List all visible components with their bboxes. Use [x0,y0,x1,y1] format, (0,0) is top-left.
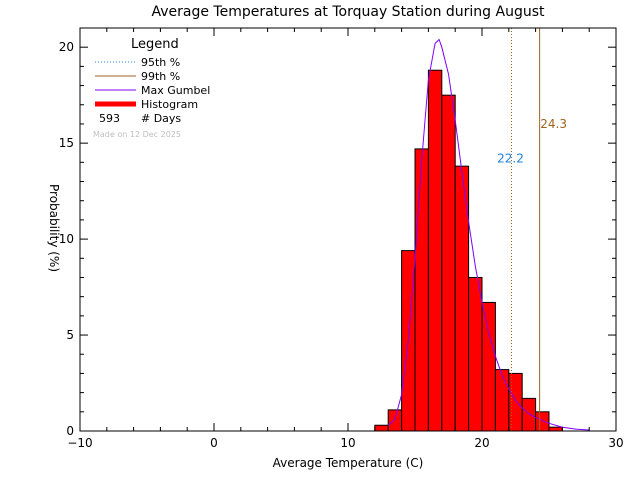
x-axis-label: Average Temperature (C) [273,456,424,470]
y-tick-label: 0 [66,424,74,438]
gumbel-curve-group [387,38,590,431]
y-axis-label: Probability (%) [47,184,61,272]
histogram-bar [441,94,456,432]
percentile-95-value: 22.2 [497,151,524,165]
y-tick-label: 20 [59,40,74,54]
percentile-99-value: 24.3 [540,117,567,131]
histogram-bar [468,276,483,432]
x-tick-label: 30 [608,436,623,450]
x-tick-label: 20 [474,436,489,450]
x-tick-label: 10 [340,436,355,450]
gumbel-curve [387,38,590,431]
histogram-bar [548,426,563,432]
histogram-bar [494,369,510,432]
histogram-bar [535,411,550,432]
legend-days-count: 593 [99,112,120,125]
legend: Legend 95th % 99th % Max Gumbel Histogra… [93,37,210,139]
histogram-bar [508,372,523,432]
footnote-made-on: Made on 12 Dec 2025 [93,130,181,139]
y-tick-label: 15 [59,136,74,150]
legend-95-label: 95th % [141,56,180,69]
histogram-bar [374,424,389,432]
chart-title: Average Temperatures at Torquay Station … [151,4,545,20]
x-tick-label: −10 [67,436,92,450]
percentile-lines: 22.2 24.3 [497,28,567,431]
histogram-bar [481,301,496,432]
legend-days-label: # Days [141,112,181,125]
histogram-bars [374,69,563,432]
histogram-bar [414,148,429,432]
legend-title: Legend [131,37,179,52]
histogram-bar [521,397,537,432]
y-tick-label: 10 [59,232,74,246]
legend-histogram-label: Histogram [141,98,198,111]
histogram-bar [427,69,443,432]
legend-gumbel-label: Max Gumbel [141,84,210,97]
x-tick-label: 0 [210,436,218,450]
legend-99-label: 99th % [141,70,180,83]
y-tick-label: 5 [66,328,74,342]
histogram-bar [387,409,403,432]
